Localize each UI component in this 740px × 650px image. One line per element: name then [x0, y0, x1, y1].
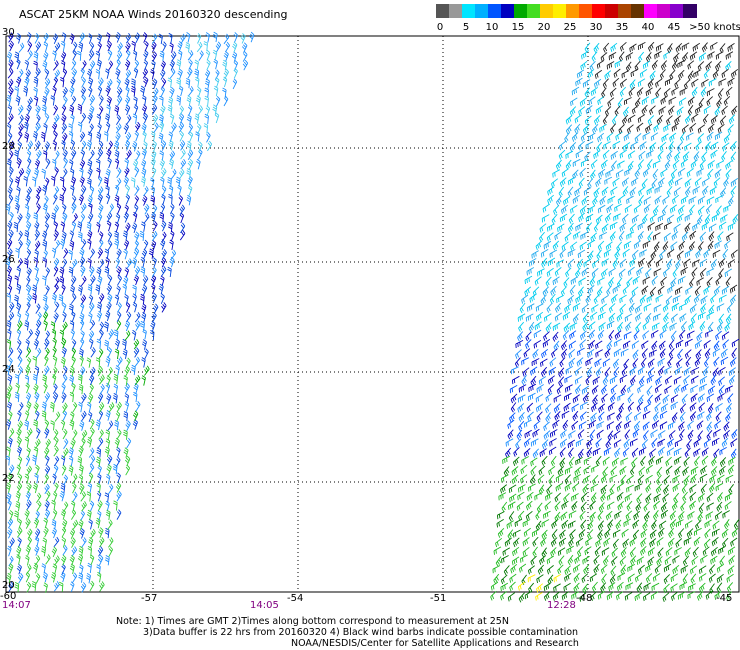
legend-swatch	[605, 4, 619, 18]
legend-label: 30	[589, 22, 603, 33]
legend-label: 45	[667, 22, 681, 33]
lon-label-60w: -60	[0, 591, 17, 602]
legend-label: 5	[462, 22, 470, 33]
wind-barbs	[5, 31, 740, 603]
legend-label: 25	[563, 22, 577, 33]
lat-label-28: 28	[2, 141, 15, 152]
legend-swatch	[631, 4, 645, 18]
lat-label-26: 26	[2, 254, 15, 265]
legend-swatch	[436, 4, 450, 18]
note-line-1: Note: 1) Times are GMT 2)Times along bot…	[116, 616, 509, 627]
time-label-east-pass: 12:28	[547, 600, 576, 611]
legend-swatch	[657, 4, 671, 18]
legend-label: 0	[436, 22, 444, 33]
lat-lon-grid	[6, 36, 739, 592]
legend-swatch	[566, 4, 580, 18]
legend-swatch	[488, 4, 502, 18]
legend-swatch	[462, 4, 476, 18]
legend-swatch	[501, 4, 515, 18]
legend-label: 35	[615, 22, 629, 33]
legend-swatch	[514, 4, 528, 18]
wind-barb-group	[6, 32, 740, 459]
legend-swatch	[527, 4, 541, 18]
legend-swatch	[670, 4, 684, 18]
map-frame	[5, 35, 740, 593]
legend-swatch	[449, 4, 463, 18]
legend-swatch	[475, 4, 489, 18]
legend-swatch	[683, 4, 697, 18]
legend-label: 20	[537, 22, 551, 33]
wind-barb-group	[507, 330, 738, 459]
legend-swatch	[592, 4, 606, 18]
legend-swatch	[553, 4, 567, 18]
lon-label-48w: -48	[576, 593, 593, 604]
wind-barb-group	[594, 41, 739, 297]
lat-label-22: 22	[2, 473, 15, 484]
legend-label: 40	[641, 22, 655, 33]
lon-label-51w: -51	[430, 593, 447, 604]
legend-swatch	[579, 4, 593, 18]
legend-label: 15	[511, 22, 525, 33]
time-label-west-pass: 14:07	[2, 600, 31, 611]
legend-swatch	[644, 4, 658, 18]
wind-barb-group	[5, 355, 131, 593]
legend-label: >50 knots	[689, 22, 740, 33]
wind-speed-legend: 0 5 10 15 20 25 30 35 40 45 >50 knots	[436, 4, 740, 36]
note-line-3: NOAA/NESDIS/Center for Satellite Applica…	[291, 638, 579, 649]
note-line-2: 3)Data buffer is 22 hrs from 20160320 4)…	[143, 627, 579, 638]
lat-label-30: 30	[2, 27, 15, 38]
wind-barb-group	[496, 455, 740, 603]
wind-barb-group	[521, 60, 739, 333]
wind-barb-group	[517, 574, 562, 601]
legend-label: 10	[485, 22, 499, 33]
lon-label-57w: -57	[141, 593, 158, 604]
lon-label-54w: -54	[287, 593, 304, 604]
wind-barb-group	[5, 31, 186, 592]
wind-barb-group	[125, 33, 246, 196]
wind-barb-group	[517, 42, 739, 333]
wind-barb-group	[5, 31, 736, 593]
map-title: ASCAT 25KM NOAA Winds 20160320 descendin…	[19, 8, 288, 21]
lat-label-24: 24	[2, 364, 15, 375]
wind-barb-group	[490, 455, 739, 602]
lon-label-45w: -45	[716, 593, 733, 604]
lat-label-20: 20	[2, 580, 15, 591]
legend-swatch	[618, 4, 632, 18]
wind-barb-group	[6, 311, 150, 422]
time-label-middle: 14:05	[250, 600, 279, 611]
legend-swatch	[540, 4, 554, 18]
